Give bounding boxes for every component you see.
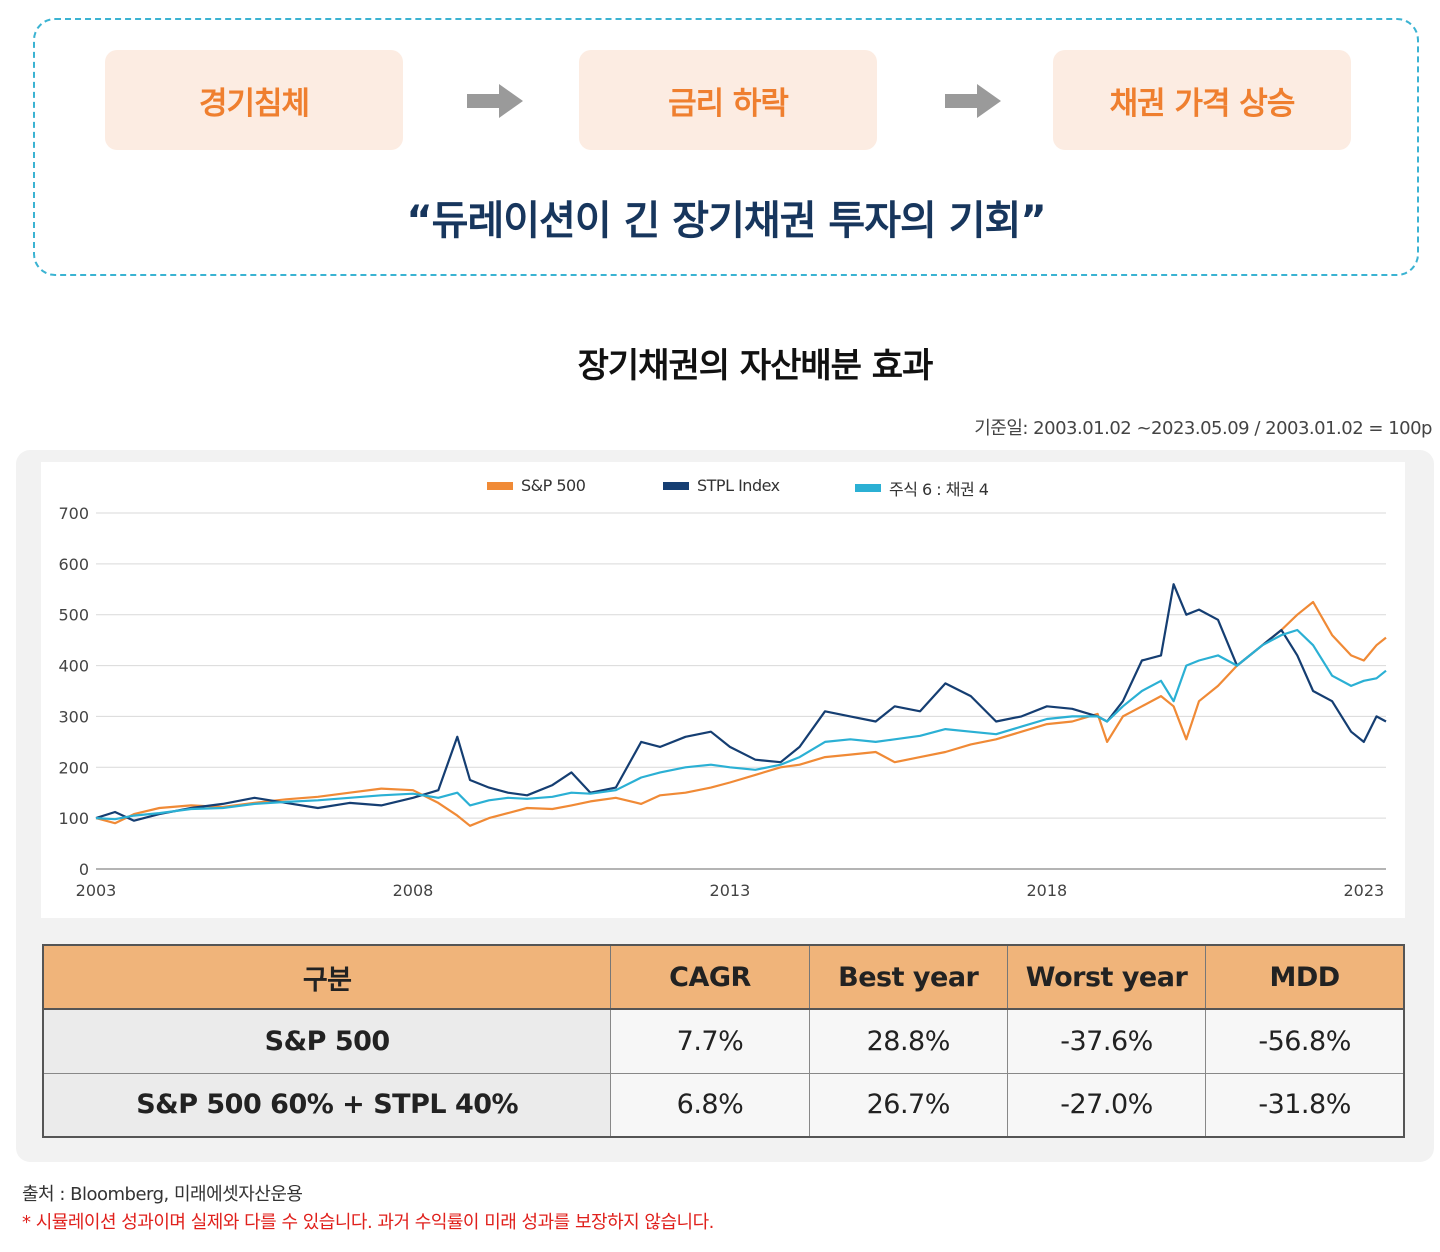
legend-label: STPL Index [697, 476, 780, 495]
y-tick-label: 700 [58, 504, 89, 523]
legend-item-sp500: S&P 500 [487, 476, 586, 495]
flow-quote: “듀레이션이 긴 장기채권 투자의 기회” [406, 198, 1046, 244]
base-date: 기준일: 2003.01.02 ~2023.05.09 / 2003.01.02… [974, 418, 1432, 439]
y-tick-label: 100 [58, 809, 89, 828]
y-tick-label: 300 [58, 707, 89, 726]
x-tick-label: 2003 [76, 881, 117, 900]
table-cell: 26.7% [809, 1073, 1008, 1138]
table-header-cell: 구분 [43, 945, 612, 1010]
table-cell: 6.8% [610, 1073, 810, 1138]
legend-swatch [487, 481, 513, 490]
table-header-cell: Worst year [1007, 945, 1207, 1010]
flow-step-rate-cut: 금리 하락 [579, 50, 877, 150]
line-chart: 0 100 200 300 400 500 600 700 2003 2008 2013 2018 20… [58, 504, 1387, 900]
flow-step-bond-price-rise: 채권 가격 상승 [1053, 50, 1351, 150]
series-line-sp500 [95, 600, 1387, 827]
table-cell: S&P 500 60% + STPL 40% [43, 1073, 612, 1138]
performance-table: 구분 CAGR Best year Worst year MDD S&P 500… [42, 944, 1405, 1138]
x-tick-label: 2018 [1027, 881, 1068, 900]
x-tick-label: 2013 [710, 881, 751, 900]
legend-swatch [663, 481, 689, 490]
legend-label: 주식 6 : 채권 4 [889, 480, 989, 499]
table-cell: 7.7% [610, 1009, 810, 1074]
arrow-right-icon [945, 84, 1001, 118]
flow-box: 경기침체 금리 하락 채권 가격 상승 “듀레이션이 긴 장기채권 투자의 기회… [33, 18, 1419, 276]
series-line-mix [95, 628, 1387, 821]
legend-swatch [855, 484, 881, 492]
table-header-row: 구분 CAGR Best year Worst year MDD [43, 945, 1405, 1010]
table-header-cell: MDD [1205, 945, 1405, 1010]
chart-legend: S&P 500 STPL Index 주식 6 : 채권 4 [41, 476, 1405, 500]
table-cell: 28.8% [809, 1009, 1008, 1074]
arrow-right-icon [467, 84, 523, 118]
y-tick-label: 600 [58, 555, 89, 574]
table-cell: -31.8% [1205, 1073, 1405, 1138]
table-row: S&P 500 60% + STPL 40% 6.8% 26.7% -27.0%… [43, 1073, 1405, 1138]
x-tick-label: 2008 [393, 881, 434, 900]
legend-item-mix: 주식 6 : 채권 4 [855, 476, 989, 500]
y-tick-label: 500 [58, 606, 89, 625]
source-note: 출처 : Bloomberg, 미래에셋자산운용 [22, 1184, 303, 1205]
y-tick-label: 200 [58, 758, 89, 777]
chart-title: 장기채권의 자산배분 효과 [577, 346, 934, 386]
table-cell: -37.6% [1007, 1009, 1207, 1074]
legend-item-stpl: STPL Index [663, 476, 780, 495]
table-header-cell: Best year [809, 945, 1008, 1010]
table-cell: S&P 500 [43, 1009, 612, 1074]
x-tick-label: 2023 [1343, 881, 1384, 900]
disclaimer-note: * 시뮬레이션 성과이며 실제와 다를 수 있습니다. 과거 수익률이 미래 성… [22, 1212, 714, 1233]
table-cell: -56.8% [1205, 1009, 1405, 1074]
y-tick-label: 400 [58, 657, 89, 676]
y-tick-label: 0 [79, 860, 89, 879]
table-cell: -27.0% [1007, 1073, 1207, 1138]
series-line-stpl [95, 583, 1387, 822]
table-row: S&P 500 7.7% 28.8% -37.6% -56.8% [43, 1009, 1405, 1074]
flow-step-recession: 경기침체 [105, 50, 403, 150]
table-header-cell: CAGR [610, 945, 810, 1010]
legend-label: S&P 500 [521, 476, 586, 495]
chart-card: S&P 500 STPL Index 주식 6 : 채권 4 0 100 200 30… [41, 462, 1405, 918]
